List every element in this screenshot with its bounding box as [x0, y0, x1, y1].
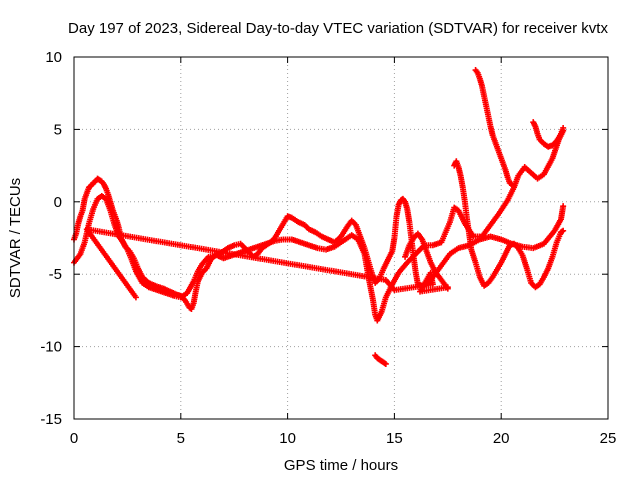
x-tick-label: 20 [493, 430, 510, 447]
series-trace-f [372, 352, 389, 367]
data-point [560, 203, 567, 210]
x-tick-label: 25 [600, 430, 617, 447]
y-tick-label: 10 [45, 49, 62, 66]
y-tick-label: 0 [54, 194, 62, 211]
y-tick-label: -10 [40, 339, 62, 356]
data-point [382, 360, 389, 367]
data-point [444, 284, 451, 291]
x-tick-label: 15 [386, 430, 403, 447]
data-point [560, 227, 567, 234]
y-tick-label: 5 [54, 121, 62, 138]
series-trace-e [530, 119, 567, 150]
series-trace-c [451, 158, 567, 291]
series-stray-points [83, 226, 451, 301]
x-tick-label: 0 [70, 430, 78, 447]
data-point [508, 181, 515, 188]
x-tick-label: 5 [177, 430, 185, 447]
plot-frame [73, 56, 609, 420]
x-axis-label: GPS time / hours [284, 457, 398, 474]
series-trace-g [402, 230, 451, 292]
y-axis-label: SDTVAR / TECUs [7, 178, 24, 298]
chart-title: Day 197 of 2023, Sidereal Day-to-day VTE… [68, 20, 608, 37]
data-point [560, 124, 567, 131]
series-trace-b [71, 127, 567, 324]
axis-ticks: 0 5 10 15 20 25 -15 -10 -5 0 5 10 [40, 49, 616, 447]
series-trace-a [71, 175, 567, 312]
data-points [71, 67, 567, 367]
y-tick-label: -5 [49, 266, 62, 283]
y-tick-label: -15 [40, 411, 62, 428]
series-trace-d [472, 67, 515, 188]
x-tick-label: 10 [279, 430, 296, 447]
